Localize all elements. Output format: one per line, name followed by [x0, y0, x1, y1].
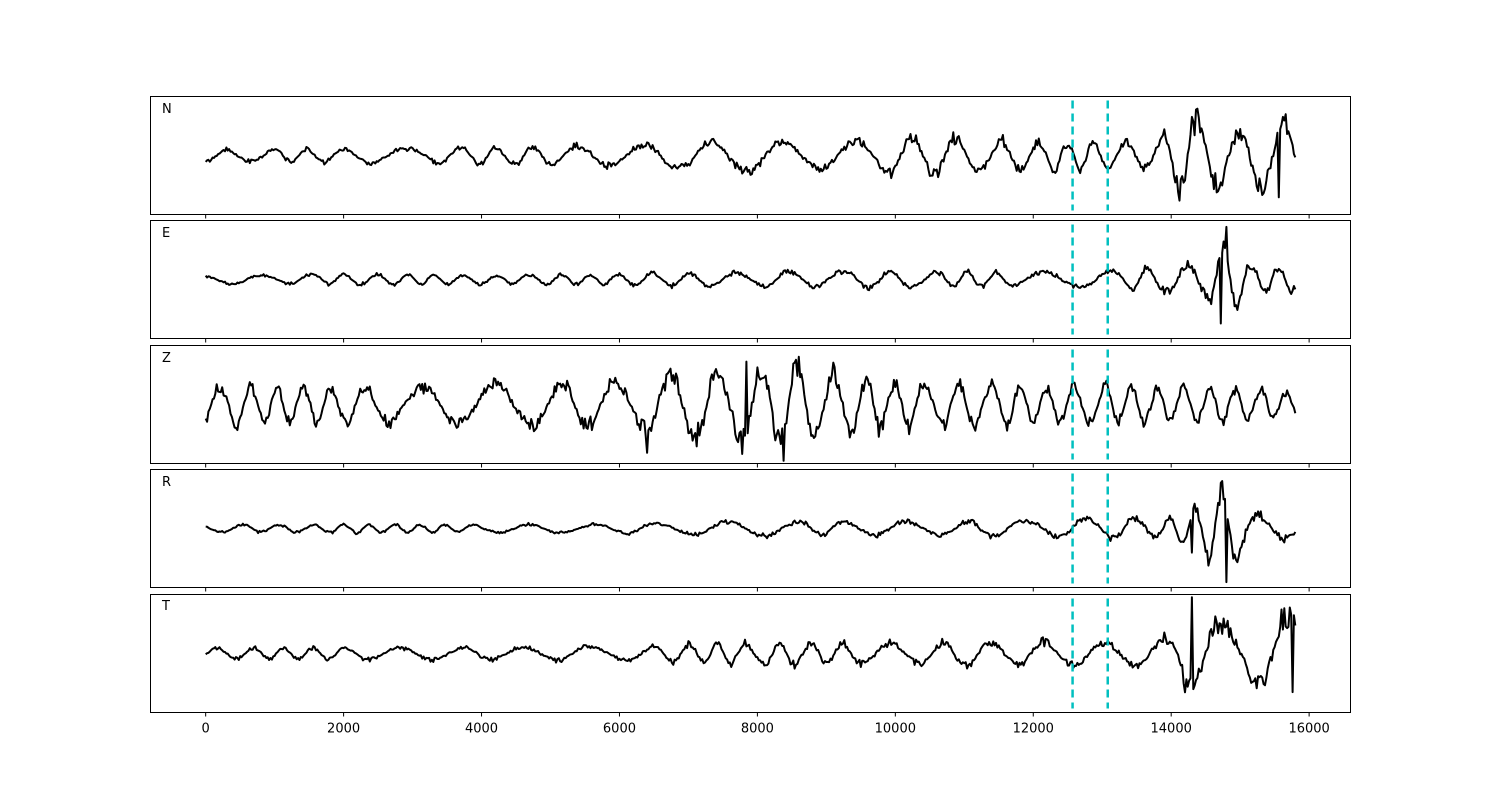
panel-label-T: T	[161, 599, 170, 614]
panel-label-Z: Z	[162, 351, 171, 366]
markers-R	[1071, 473, 1109, 584]
waveform-line	[204, 355, 1297, 462]
x-tick-label: 12000	[1013, 722, 1054, 737]
panel-T: T	[150, 594, 1351, 717]
panel-Z: Z	[150, 345, 1351, 468]
panel-R: R	[150, 469, 1351, 592]
trace-N	[204, 107, 1297, 202]
x-tick-label: 14000	[1151, 722, 1192, 737]
markers-E	[1071, 224, 1109, 335]
waveform-line	[205, 480, 1297, 584]
panel-E: E	[150, 220, 1351, 343]
frame-Z	[150, 345, 1351, 464]
ticks-Z	[205, 463, 1310, 468]
panel-label-R: R	[162, 475, 171, 490]
x-axis-tick-labels: 0 2000 4000 6000 8000 10000 12000 14000 16000	[202, 722, 1330, 737]
trace-Z	[204, 355, 1297, 462]
markers-N	[1071, 100, 1109, 211]
ticks-N	[205, 214, 1310, 219]
ticks-E	[205, 338, 1310, 343]
panel-N: N	[150, 96, 1351, 219]
x-tick-label: 4000	[465, 722, 498, 737]
x-tick-label: 0	[202, 722, 210, 737]
frame-N	[150, 96, 1351, 215]
frame-R	[150, 469, 1351, 588]
markers-Z	[1071, 349, 1109, 460]
x-tick-label: 16000	[1288, 722, 1329, 737]
trace-R	[205, 480, 1297, 584]
x-tick-label: 8000	[741, 722, 774, 737]
panel-label-N: N	[162, 102, 172, 117]
x-tick-label: 6000	[603, 722, 636, 737]
waveform-line	[204, 107, 1297, 202]
trace-E	[204, 225, 1297, 325]
x-tick-label: 2000	[327, 722, 360, 737]
ticks-T	[205, 712, 1310, 717]
waveform-line	[204, 225, 1297, 325]
x-tick-label: 10000	[875, 722, 916, 737]
trace-T	[205, 596, 1297, 694]
panel-label-E: E	[162, 226, 170, 241]
markers-T	[1071, 598, 1109, 709]
waveform-line	[205, 596, 1297, 694]
frame-T	[150, 594, 1351, 713]
frame-E	[150, 220, 1351, 339]
ticks-R	[205, 587, 1310, 592]
